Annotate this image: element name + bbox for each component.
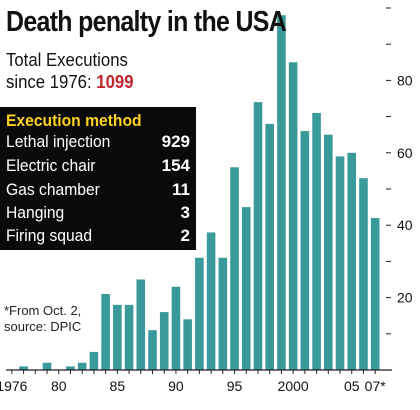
bar-2001 <box>300 131 310 370</box>
bar-2005 <box>347 152 357 370</box>
bar-1979 <box>42 362 52 370</box>
bar-1995 <box>230 167 239 370</box>
bar-2000 <box>288 62 298 371</box>
bar-1985 <box>113 304 122 370</box>
bar-2007 <box>370 217 380 370</box>
x-tick-label: 2000 <box>278 378 309 394</box>
method-row-lethal-injection: Lethal injection 929 <box>6 132 190 154</box>
bar-1999 <box>277 15 286 371</box>
subtitle-since-label: since 1976: <box>6 72 92 92</box>
bar-1981 <box>66 366 75 370</box>
bar-1992 <box>195 257 204 370</box>
bar-1986 <box>124 304 134 370</box>
total-executions-value: 1099 <box>96 72 134 92</box>
y-tick-label: 60 <box>397 145 413 161</box>
bar-1987 <box>136 279 146 370</box>
bar-1984 <box>101 293 110 370</box>
bar-1997 <box>253 102 263 371</box>
source-note: *From Oct. 2, source: DPIC <box>4 303 81 335</box>
subtitle-line-2: since 1976: 1099 <box>6 71 134 93</box>
method-row-electric-chair: Electric chair 154 <box>6 156 190 178</box>
method-row-hanging: Hanging 3 <box>6 203 190 225</box>
bar-1996 <box>241 207 251 370</box>
method-value: 3 <box>180 203 190 222</box>
bar-2002 <box>312 112 321 370</box>
x-tick-label: 07* <box>365 378 387 394</box>
y-tick-label: 80 <box>397 72 413 88</box>
bar-1989 <box>159 312 169 370</box>
method-value: 2 <box>180 226 190 245</box>
method-row-firing-squad: Firing squad 2 <box>6 226 190 248</box>
x-tick-label: 1976 <box>0 378 28 394</box>
method-value: 929 <box>161 132 190 151</box>
y-tick-label: 20 <box>397 290 413 306</box>
x-tick-label: 90 <box>168 378 184 394</box>
x-tick-label: 05 <box>344 378 360 394</box>
method-label: Firing squad <box>6 226 93 245</box>
x-tick-label: 80 <box>51 378 67 394</box>
execution-method-box: Execution method Lethal injection 929 El… <box>0 107 196 250</box>
bar-1990 <box>171 286 181 370</box>
bar-1994 <box>218 257 228 370</box>
bar-1983 <box>89 351 99 370</box>
bar-1977 <box>19 366 28 370</box>
note-line-1: *From Oct. 2, <box>4 303 82 318</box>
method-label: Lethal injection <box>6 132 111 151</box>
bar-2004 <box>335 156 345 370</box>
y-tick-label: 40 <box>397 217 413 233</box>
method-row-gas-chamber: Gas chamber 11 <box>6 180 190 202</box>
method-label: Electric chair <box>6 156 96 175</box>
subtitle: Total Executions since 1976: 1099 <box>6 49 134 93</box>
method-value: 11 <box>172 180 190 199</box>
bar-2006 <box>359 178 368 370</box>
method-label: Hanging <box>6 203 65 222</box>
x-tick-label: 85 <box>110 378 126 394</box>
bar-2003 <box>324 134 333 370</box>
x-tick-label: 95 <box>227 378 243 394</box>
method-value: 154 <box>161 156 190 175</box>
page-title: Death penalty in the USA <box>6 6 287 38</box>
note-line-2: source: DPIC <box>4 319 82 334</box>
execution-method-title: Execution method <box>6 111 142 130</box>
method-label: Gas chamber <box>6 180 100 199</box>
bar-1988 <box>148 330 157 370</box>
subtitle-line-1: Total Executions <box>6 50 128 70</box>
bar-1991 <box>183 319 192 370</box>
bar-1998 <box>265 123 274 370</box>
bar-1982 <box>77 362 87 370</box>
bar-1993 <box>206 232 216 370</box>
